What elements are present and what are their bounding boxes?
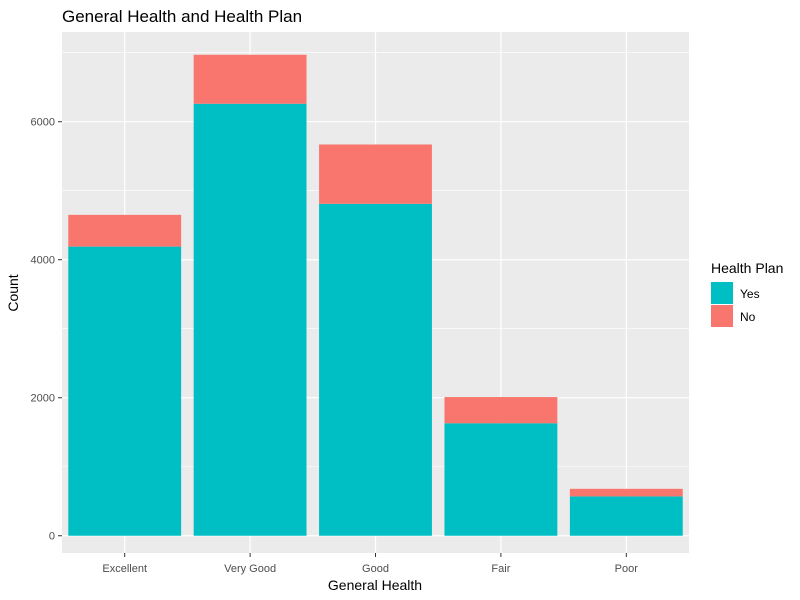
legend-key-no: [711, 305, 733, 327]
bar-very-good-no: [193, 54, 307, 104]
legend-label-yes: Yes: [740, 287, 760, 301]
bar-fair-yes: [444, 423, 558, 536]
bar-excellent-yes: [68, 246, 182, 536]
y-tick-label: 2000: [31, 393, 55, 405]
bar-excellent-no: [68, 214, 182, 247]
y-tick-label: 6000: [31, 117, 55, 129]
legend-title: Health Plan: [711, 260, 783, 276]
bar-good-yes: [319, 203, 432, 536]
chart-title: General Health and Health Plan: [62, 7, 302, 26]
x-tick-label: Fair: [491, 563, 510, 575]
x-tick-label: Poor: [615, 563, 639, 575]
legend-label-no: No: [740, 310, 756, 324]
x-tick-label: Very Good: [224, 563, 276, 575]
bar-fair-no: [444, 397, 558, 424]
bar-very-good-yes: [193, 103, 307, 536]
y-axis-title: Count: [5, 274, 21, 311]
legend: Health Plan Yes No: [711, 260, 783, 327]
bar-good-no: [319, 144, 432, 204]
bar-poor-no: [569, 488, 683, 497]
x-axis-title: General Health: [328, 577, 422, 593]
legend-key-yes: [711, 282, 733, 304]
bars: [68, 54, 683, 536]
x-axis-ticks: Excellent Very Good Good Fair Poor: [102, 553, 638, 575]
x-tick-label: Excellent: [102, 563, 147, 575]
bar-poor-yes: [569, 496, 683, 536]
x-tick-label: Good: [362, 563, 389, 575]
y-tick-label: 0: [49, 531, 55, 543]
y-tick-label: 4000: [31, 255, 55, 267]
y-axis-ticks: 0 2000 4000 6000: [31, 117, 62, 543]
